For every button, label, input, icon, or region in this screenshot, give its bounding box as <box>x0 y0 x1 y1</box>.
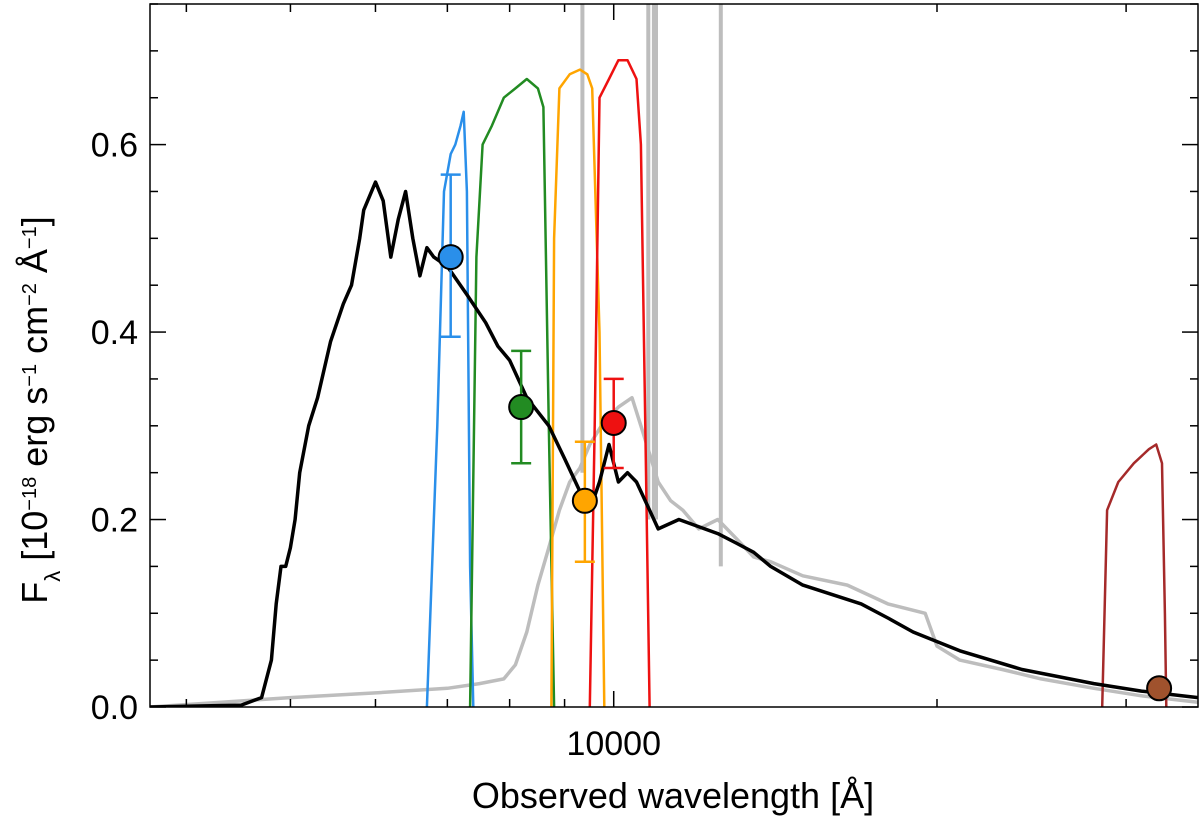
y-tick-label: 0.2 <box>91 502 138 540</box>
comparison-spectrum <box>150 395 1199 707</box>
y-tick-label: 0.4 <box>91 314 138 352</box>
model-spectrum <box>150 180 1199 707</box>
filter-red-curve <box>588 58 651 707</box>
plot-frame <box>149 3 1199 708</box>
filter-brown-curve <box>1100 443 1168 707</box>
y-tick-label: 0.0 <box>91 689 138 727</box>
y-axis-title: Fλ [10−18 erg s−1 cm−2 Å−1] <box>14 216 65 604</box>
photometry-brown-marker <box>1146 675 1173 702</box>
photometry-blue-marker <box>437 244 464 271</box>
filter-green-curve <box>468 77 556 707</box>
photometry-red-marker <box>600 409 627 436</box>
photometry-green-marker <box>508 394 535 421</box>
x-tick-label: 10000 <box>566 725 661 763</box>
y-tick-label: 0.6 <box>91 127 138 165</box>
x-axis-title: Observed wavelength [Å] <box>472 775 874 816</box>
filter-blue-curve <box>425 110 475 707</box>
photometry-orange-marker <box>571 487 598 514</box>
